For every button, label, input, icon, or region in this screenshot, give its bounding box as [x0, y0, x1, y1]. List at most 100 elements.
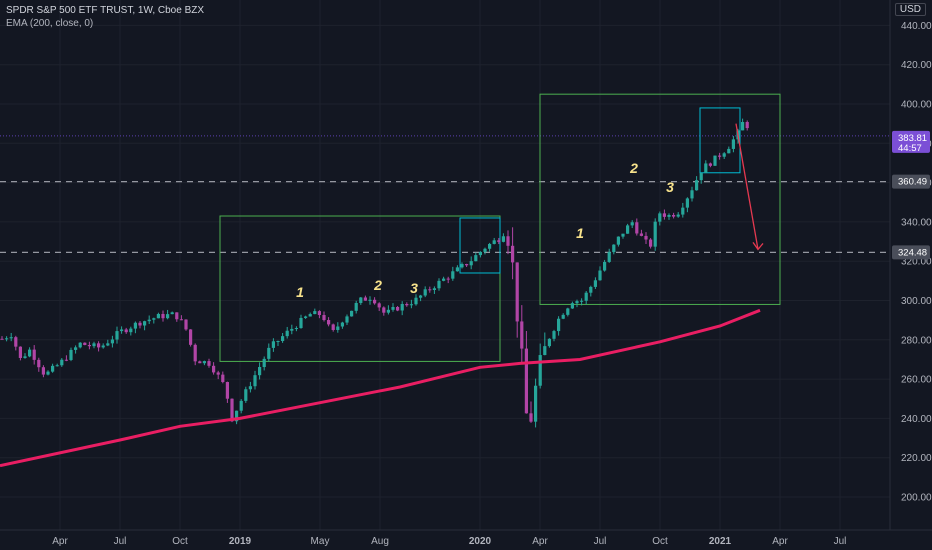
candle-body [414, 297, 418, 305]
indicator-label[interactable]: EMA (200, close, 0) [6, 18, 94, 29]
candle-body [718, 155, 722, 157]
candle-body [14, 337, 18, 347]
candle-body [248, 386, 252, 390]
candle-body [110, 339, 114, 344]
candle-body [469, 261, 473, 266]
candle-body [658, 213, 662, 222]
wave-label[interactable]: 2 [373, 277, 382, 293]
wave-label[interactable]: 1 [576, 225, 584, 241]
price-axis[interactable]: 440.00420.00400.00380.00360.00340.00320.… [889, 0, 932, 550]
price-tick-label: 300.00 [901, 296, 932, 307]
candle-body [543, 346, 547, 356]
candle-body [616, 236, 620, 245]
candle [363, 295, 367, 301]
candle-body [60, 359, 64, 366]
candle [60, 358, 64, 367]
wave-label[interactable]: 3 [410, 280, 418, 296]
candle [396, 305, 400, 312]
arrow-head [752, 242, 764, 251]
candle [483, 247, 487, 255]
candle [501, 233, 505, 243]
candle [626, 223, 630, 234]
candle-body [524, 348, 528, 414]
candle [5, 336, 9, 342]
candle [64, 355, 68, 362]
green-box[interactable] [219, 215, 501, 362]
candle [221, 371, 225, 384]
candle [115, 326, 119, 344]
candle-body [161, 313, 165, 319]
candle [359, 296, 363, 305]
candle [580, 298, 584, 306]
candle-body [216, 372, 220, 375]
candle [575, 299, 579, 308]
candle-body [244, 389, 248, 401]
level-badge-upper-bg [892, 174, 930, 189]
candle [437, 278, 441, 291]
candle [584, 290, 588, 305]
candle-body [235, 410, 239, 422]
candle [143, 320, 147, 331]
candle [32, 345, 36, 365]
candle [336, 322, 340, 333]
price-tick-label: 240.00 [901, 414, 932, 425]
cyan-box[interactable] [459, 217, 501, 274]
candle [87, 341, 91, 350]
projection-arrow [735, 123, 764, 251]
candle-body [676, 214, 680, 217]
time-tick-label: Oct [172, 536, 188, 547]
symbol-title[interactable]: SPDR S&P 500 ETF TRUST, 1W, Cboe BZX [6, 5, 205, 16]
candle-body [506, 236, 510, 246]
candle-body [202, 361, 206, 364]
time-tick-label: Oct [652, 536, 668, 547]
candle-body [409, 304, 413, 306]
candle-body [580, 300, 584, 302]
candle [543, 332, 547, 356]
level-badge-upper: 360.49 [892, 174, 930, 189]
green-box[interactable] [539, 93, 781, 305]
candle-body [198, 361, 202, 364]
candle [469, 256, 473, 270]
candle-body [143, 321, 147, 326]
time-tick-label: Jul [594, 536, 607, 547]
candle [14, 335, 18, 351]
time-axis[interactable]: Apr Jul Oct 2019 May Aug 2020 Apr Jul Oct 2021 Apr J… [0, 529, 932, 550]
wave-label[interactable]: 2 [629, 160, 638, 176]
candle [161, 310, 165, 322]
wave-label[interactable]: 1 [296, 284, 304, 300]
candle-body [271, 341, 275, 348]
price-tick-label: 280.00 [901, 335, 932, 346]
candle-body [285, 330, 289, 337]
candle-body [704, 163, 708, 173]
candle-body [745, 122, 749, 129]
wave-label[interactable]: 3 [666, 179, 674, 195]
level-badge-lower-text: 324.48 [898, 247, 927, 258]
candle [281, 333, 285, 343]
currency-label[interactable]: USD [894, 3, 926, 16]
candle-body [520, 321, 524, 349]
candle-body [662, 213, 666, 217]
candle [373, 297, 377, 305]
candle [667, 213, 671, 220]
candle-body [552, 331, 556, 339]
arrow-shaft[interactable] [735, 123, 759, 250]
level-badge-lower-bg [892, 245, 930, 260]
candle [262, 356, 266, 371]
candle-body [708, 163, 712, 166]
candle-body [92, 343, 96, 347]
candle [488, 242, 492, 252]
candle [718, 152, 722, 160]
candle [713, 155, 717, 166]
candle-body [382, 307, 386, 313]
candle [129, 326, 133, 336]
candle-body [396, 306, 400, 311]
candle [175, 312, 179, 322]
candle-body [336, 326, 340, 330]
candle-body [534, 385, 538, 422]
candle-body [101, 345, 105, 348]
candle-body [32, 349, 36, 360]
cyan-box[interactable] [699, 107, 741, 174]
candle [377, 302, 381, 311]
candle [589, 285, 593, 297]
